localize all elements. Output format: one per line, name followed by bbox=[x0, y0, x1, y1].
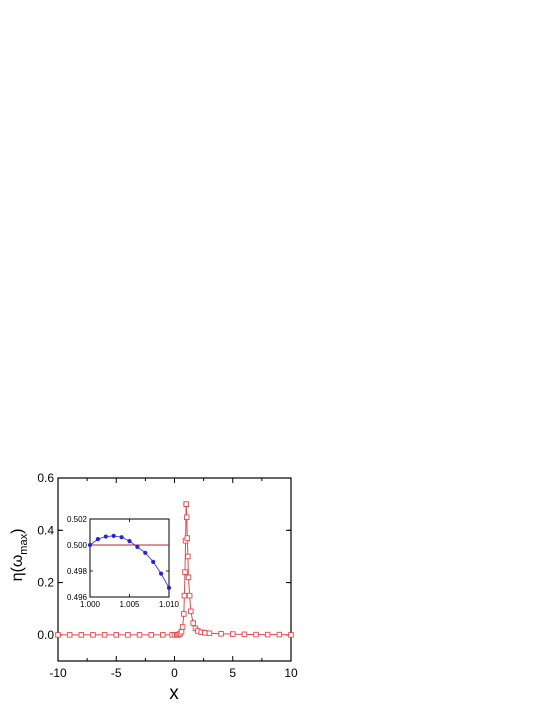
inset-data-point bbox=[135, 544, 140, 550]
data-point-square bbox=[276, 631, 283, 638]
data-point-square bbox=[241, 631, 248, 638]
data-point-square bbox=[181, 592, 188, 599]
main-chart: -10 -5 0 5 10 0.0 0.2 0.4 0.6 bbox=[37, 471, 298, 680]
x-tick-label: 5 bbox=[229, 666, 236, 680]
y-axis-title-subscript: max bbox=[18, 533, 30, 554]
x-axis-title: x bbox=[169, 683, 179, 704]
inset-data-point bbox=[143, 550, 148, 555]
data-point-square bbox=[179, 624, 186, 630]
inset-chart: 1.000 1.005 1.010 0.496 0.498 0.500 0.502 bbox=[67, 515, 180, 609]
data-point-square bbox=[183, 501, 190, 507]
data-point-square bbox=[188, 608, 194, 615]
data-point-square bbox=[90, 632, 96, 638]
data-point-square bbox=[185, 574, 192, 581]
data-point-square bbox=[66, 632, 73, 638]
data-point-square bbox=[182, 569, 188, 575]
x-tick-label: -5 bbox=[111, 666, 122, 680]
y-tick-label: 0.4 bbox=[37, 523, 54, 537]
y-tick-label: 0.2 bbox=[37, 576, 54, 590]
y-axis-title: η(ωmax) bbox=[9, 529, 30, 582]
inset-y-tick-label: 0.500 bbox=[67, 541, 88, 550]
data-point-square bbox=[181, 611, 187, 617]
y-tick-label: 0.6 bbox=[37, 471, 54, 485]
inset-data-point bbox=[119, 535, 124, 540]
data-point-square bbox=[190, 620, 196, 626]
x-tick-label: 10 bbox=[284, 666, 298, 680]
data-point-square bbox=[113, 632, 119, 638]
inset-data-point bbox=[151, 559, 156, 565]
y-axis-title-tail: ) bbox=[9, 529, 26, 534]
x-tick-label: -10 bbox=[49, 666, 67, 680]
inset-data-point bbox=[159, 571, 164, 576]
data-point-square bbox=[160, 632, 166, 638]
inset-data-point bbox=[166, 585, 172, 591]
data-point-square bbox=[185, 553, 191, 560]
inset-x-tick-label: 1.005 bbox=[119, 600, 140, 609]
y-axis-title-main: η(ω bbox=[9, 555, 26, 582]
data-point-square bbox=[184, 535, 191, 541]
data-point-square bbox=[218, 631, 224, 637]
inset-y-tick-label: 0.498 bbox=[67, 567, 88, 576]
data-point-square bbox=[178, 628, 185, 635]
data-point-square bbox=[202, 630, 208, 636]
data-point-square bbox=[101, 632, 108, 638]
inset-y-tick-label: 0.502 bbox=[67, 515, 88, 524]
data-point-square bbox=[148, 632, 154, 638]
data-point-square bbox=[183, 514, 190, 520]
inset-data-point bbox=[127, 539, 132, 544]
inset-frame bbox=[89, 518, 170, 598]
data-point-square bbox=[253, 631, 259, 638]
inset-data-point bbox=[103, 534, 108, 539]
inset-data-point bbox=[87, 542, 93, 548]
data-point-square bbox=[264, 631, 271, 638]
data-point-square bbox=[186, 592, 193, 599]
data-point-square bbox=[55, 632, 61, 638]
data-point-square bbox=[229, 631, 236, 637]
inset-x-tick-label: 1.000 bbox=[80, 600, 101, 609]
data-point-square bbox=[136, 632, 143, 638]
x-tick-label: 0 bbox=[171, 666, 178, 680]
inset-y-tick-label: 0.496 bbox=[67, 593, 88, 602]
data-point-square bbox=[78, 632, 85, 638]
inset-data-point bbox=[95, 537, 100, 542]
data-point-square bbox=[206, 630, 213, 637]
inset-x-tick-label: 1.010 bbox=[159, 600, 180, 609]
data-point-square bbox=[125, 632, 131, 638]
data-point-square bbox=[288, 632, 294, 638]
y-tick-label: 0.0 bbox=[37, 628, 54, 642]
inset-data-point bbox=[111, 533, 116, 539]
